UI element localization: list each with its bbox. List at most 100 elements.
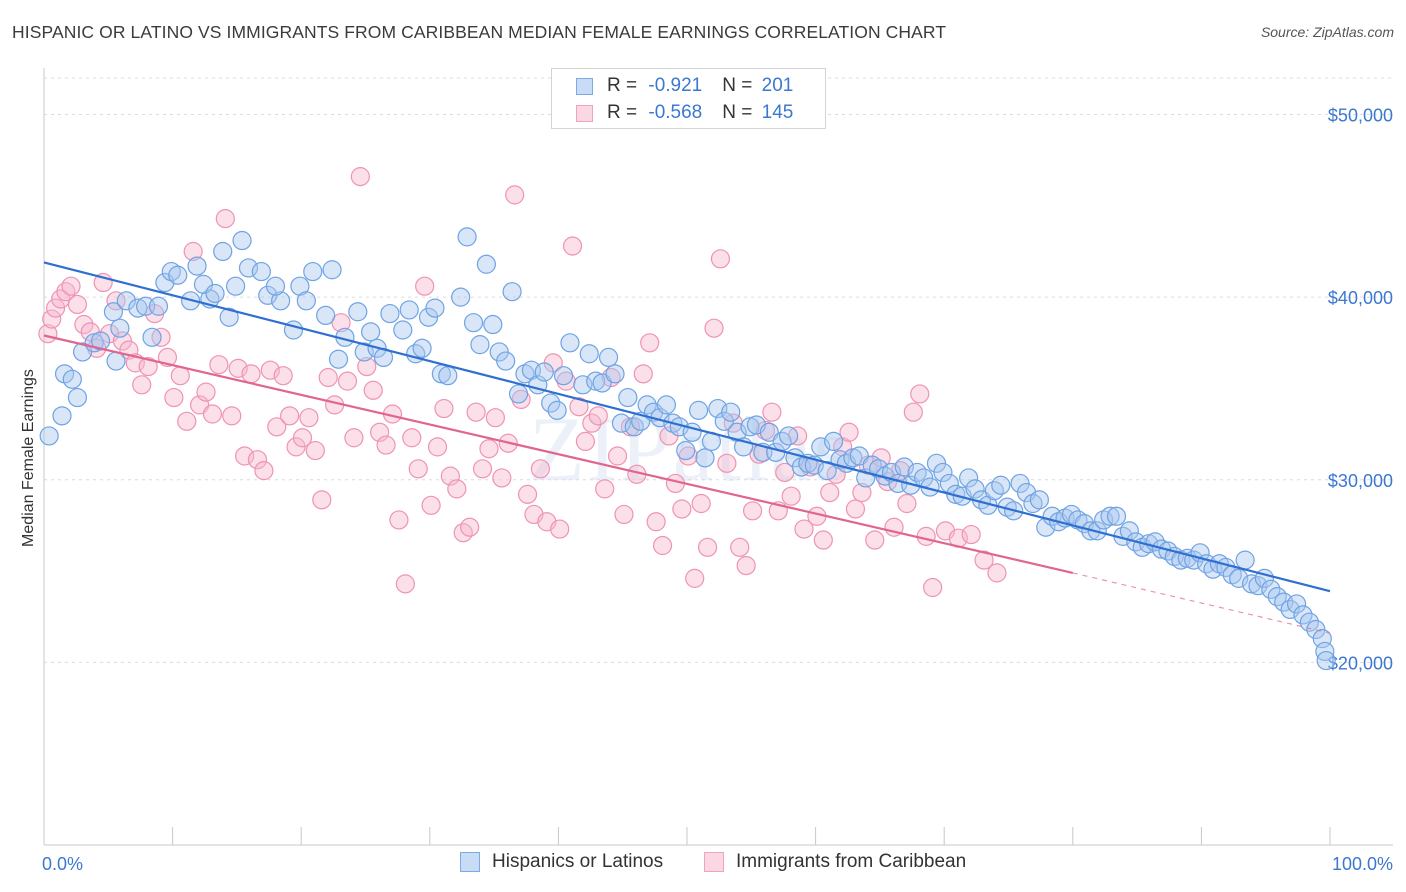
caribbean-point	[254, 461, 274, 481]
caribbean-point	[138, 356, 158, 377]
caribbean-point	[852, 482, 872, 503]
caribbean-point	[794, 519, 814, 539]
hispanic-point	[1261, 579, 1281, 599]
hispanic-point	[611, 413, 632, 433]
caribbean-point	[460, 517, 480, 537]
caribbean-point	[697, 537, 718, 557]
caribbean-point	[402, 428, 422, 448]
series-legend-hispanic: Hispanics or Latinos	[460, 851, 663, 873]
caribbean-point	[312, 490, 332, 510]
legend-r-label: R =	[607, 75, 643, 96]
caribbean-point	[974, 550, 994, 570]
caribbean-point	[607, 446, 628, 466]
caribbean-point	[363, 380, 383, 400]
caribbean-point	[820, 482, 840, 503]
hispanic-point	[328, 349, 349, 369]
x-tick-label-min: 0.0%	[42, 854, 83, 874]
hispanic-point	[553, 366, 574, 386]
hispanic-point	[213, 241, 233, 262]
caribbean-point	[614, 504, 634, 525]
caribbean-points	[38, 167, 1007, 598]
caribbean-point	[485, 408, 505, 428]
series-label-caribbean: Immigrants from Caribbean	[736, 851, 967, 872]
caribbean-point	[344, 428, 364, 448]
caribbean-point	[652, 535, 673, 556]
caribbean-point	[74, 314, 94, 335]
caribbean-point	[408, 459, 428, 479]
caribbean-point	[56, 282, 76, 302]
hispanic-point	[161, 261, 181, 282]
caribbean-point	[910, 384, 930, 404]
hispanic-point	[598, 347, 619, 368]
hispanic-point	[322, 260, 342, 280]
caribbean-point	[337, 371, 358, 391]
caribbean-point	[132, 375, 152, 395]
hispanic-point	[303, 261, 323, 282]
hispanic-point	[959, 468, 979, 488]
caribbean-point	[466, 402, 486, 422]
y-tick-label: $40,000	[1328, 288, 1393, 308]
caribbean-point	[916, 526, 936, 546]
hispanic-point	[142, 327, 162, 347]
hispanic-point	[508, 384, 529, 404]
hispanic-trend-line	[43, 261, 1331, 593]
caribbean-point	[575, 431, 596, 452]
x-tick-label-max: 100.0%	[1332, 854, 1393, 874]
series-legend: Hispanics or Latinos Immigrants from Car…	[0, 851, 1406, 877]
caribbean-point	[164, 387, 184, 408]
caribbean-point	[202, 404, 223, 424]
caribbean-point	[427, 437, 448, 457]
caribbean-point	[730, 537, 750, 557]
caribbean-point	[357, 356, 377, 377]
caribbean-point	[241, 364, 261, 384]
hispanic-point	[265, 276, 286, 296]
caribbean-point	[742, 501, 763, 521]
hispanic-point	[412, 338, 432, 358]
hispanic-point	[106, 351, 126, 371]
hispanic-point	[67, 387, 88, 408]
caribbean-point	[562, 236, 583, 256]
caribbean-point	[839, 422, 859, 442]
y-tick-label: $30,000	[1328, 471, 1393, 491]
hispanic-point	[425, 298, 445, 318]
hispanic-point	[39, 426, 59, 446]
hispanic-point	[991, 475, 1011, 495]
hispanic-point	[515, 364, 535, 384]
chart-title: HISPANIC OR LATINO VS IMMIGRANTS FROM CA…	[12, 22, 947, 42]
caribbean-point	[447, 479, 467, 499]
hispanic-point	[271, 291, 291, 311]
caribbean-point	[415, 276, 435, 296]
hispanic-point	[187, 256, 207, 276]
caribbean-point	[646, 512, 666, 532]
hispanic-point	[1023, 493, 1043, 514]
caribbean-point	[305, 440, 325, 461]
caribbean-point	[331, 313, 351, 333]
series-swatch-blue	[460, 852, 480, 872]
hispanic-point	[573, 375, 593, 395]
caribbean-point	[640, 333, 660, 353]
caribbean-point	[717, 453, 737, 473]
y-tick-label: $20,000	[1328, 653, 1393, 673]
legend-n-value: 145	[761, 102, 794, 123]
hispanic-point	[296, 291, 316, 311]
hispanic-point	[965, 479, 985, 499]
caribbean-point	[582, 413, 602, 433]
hispanic-point	[1094, 510, 1114, 530]
hispanic-point	[1106, 506, 1127, 526]
hispanic-point	[939, 473, 959, 494]
hispanic-point	[618, 387, 638, 408]
caribbean-point	[530, 459, 550, 479]
caribbean-point	[183, 241, 203, 262]
legend-row-caribbean: R = -0.568 N = 145	[576, 101, 793, 125]
hispanic-point	[721, 402, 741, 422]
hispanic-point	[496, 351, 516, 371]
hispanic-point	[534, 362, 554, 382]
caribbean-point	[376, 435, 396, 455]
hispanic-point	[226, 276, 246, 296]
hispanic-point	[688, 400, 709, 420]
caribbean-point	[267, 417, 287, 437]
caribbean-point	[961, 524, 981, 545]
caribbean-point	[492, 468, 512, 488]
caribbean-point	[67, 294, 88, 315]
caribbean-point	[479, 439, 499, 459]
